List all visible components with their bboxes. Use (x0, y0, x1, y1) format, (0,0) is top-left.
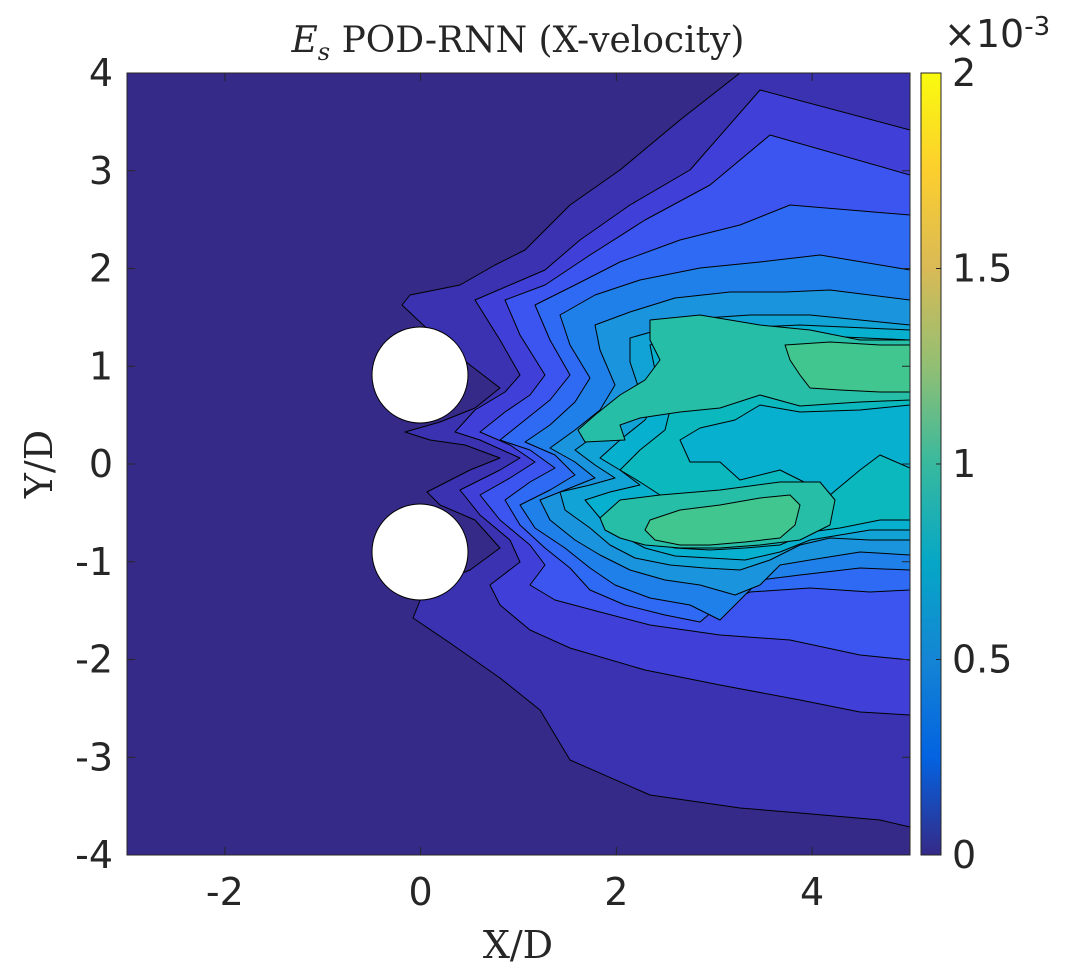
y-tick-label: 0 (89, 442, 113, 486)
y-axis-label: Y/D (17, 430, 61, 499)
x-tick-label: 2 (604, 870, 628, 914)
y-tick-label: -3 (75, 735, 113, 779)
colorbar-tick-label: 2 (952, 51, 976, 95)
y-tick-label: 3 (89, 149, 113, 193)
x-tick-label: 0 (409, 870, 433, 914)
x-axis: -2 0 2 4 (206, 73, 824, 914)
y-tick-label: 2 (89, 247, 113, 291)
contour-fills (401, 73, 910, 828)
y-axis: -4 -3 -2 -1 0 1 2 3 4 (75, 51, 910, 877)
colorbar-exponent: ×10-3 (944, 12, 1050, 56)
title-rest: POD-RNN (X-velocity) (330, 20, 744, 61)
colorbar-tick-label: 1.5 (952, 247, 1012, 291)
y-tick-label: -1 (75, 540, 113, 584)
colorbar-tick-label: 1 (952, 442, 976, 486)
y-tick-label: -4 (75, 833, 113, 877)
y-tick-label: -2 (75, 638, 113, 682)
chart-title: Es POD-RNN (X-velocity) (291, 20, 745, 66)
plot-area (127, 73, 910, 855)
y-tick-label: 4 (89, 51, 113, 95)
y-tick-label: 1 (89, 344, 113, 388)
title-subscript: s (318, 38, 330, 66)
x-axis-label: X/D (483, 923, 553, 967)
x-tick-label: -2 (206, 870, 244, 914)
x-tick-label: 4 (800, 870, 824, 914)
colorbar-tick-label: 0.5 (952, 638, 1012, 682)
colorbar-exponent-power: -3 (1024, 12, 1050, 42)
upper-cylinder (371, 326, 469, 424)
colorbar-exponent-base: ×10 (944, 12, 1024, 56)
contour-level-11 (644, 341, 910, 546)
lower-cylinder (371, 503, 469, 601)
colorbar-ticks: 0 0.5 1 1.5 2 (936, 51, 1012, 877)
title-symbol: E (291, 20, 318, 61)
colorbar-tick-label: 0 (952, 833, 976, 877)
